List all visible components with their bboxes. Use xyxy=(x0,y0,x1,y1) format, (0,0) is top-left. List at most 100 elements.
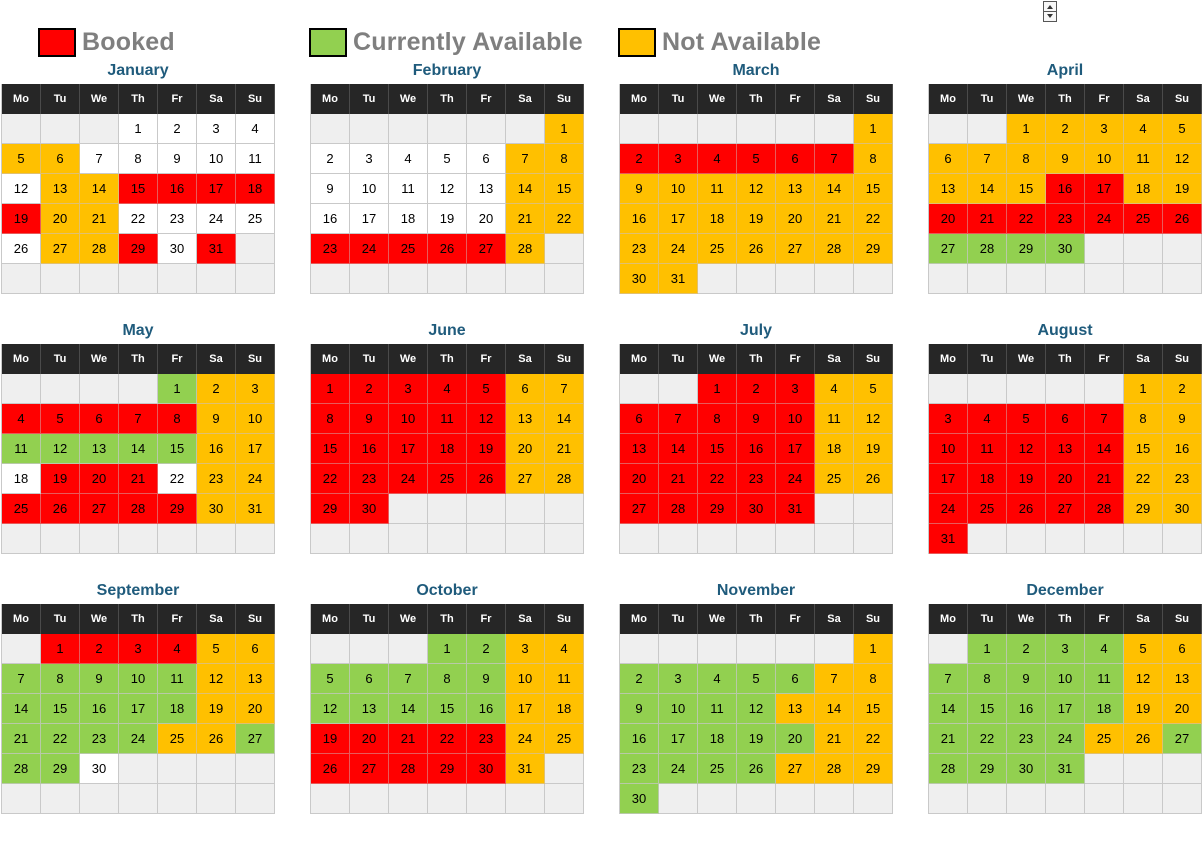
day-cell[interactable]: 13 xyxy=(41,174,80,204)
day-cell[interactable]: 16 xyxy=(350,434,389,464)
day-cell[interactable]: 15 xyxy=(119,174,158,204)
day-cell[interactable]: 16 xyxy=(467,694,506,724)
day-cell[interactable]: 5 xyxy=(311,664,350,694)
day-cell[interactable]: 29 xyxy=(158,494,197,524)
day-cell[interactable]: 3 xyxy=(389,374,428,404)
day-cell[interactable]: 18 xyxy=(968,464,1007,494)
day-cell[interactable]: 11 xyxy=(428,404,467,434)
day-cell[interactable]: 4 xyxy=(968,404,1007,434)
day-cell[interactable]: 10 xyxy=(929,434,968,464)
day-cell[interactable]: 20 xyxy=(1163,694,1202,724)
day-cell[interactable]: 23 xyxy=(467,724,506,754)
day-cell[interactable]: 8 xyxy=(119,144,158,174)
day-cell[interactable]: 7 xyxy=(659,404,698,434)
day-cell[interactable]: 1 xyxy=(158,374,197,404)
day-cell[interactable]: 29 xyxy=(311,494,350,524)
day-cell[interactable]: 5 xyxy=(1007,404,1046,434)
day-cell[interactable]: 1 xyxy=(854,634,893,664)
day-cell[interactable]: 14 xyxy=(545,404,584,434)
day-cell[interactable]: 2 xyxy=(1007,634,1046,664)
day-cell[interactable]: 15 xyxy=(158,434,197,464)
day-cell[interactable]: 5 xyxy=(428,144,467,174)
day-cell[interactable]: 18 xyxy=(2,464,41,494)
day-cell[interactable]: 26 xyxy=(311,754,350,784)
day-cell[interactable]: 10 xyxy=(1046,664,1085,694)
day-cell[interactable]: 2 xyxy=(158,114,197,144)
day-cell[interactable]: 9 xyxy=(197,404,236,434)
day-cell[interactable]: 30 xyxy=(1007,754,1046,784)
day-cell[interactable]: 19 xyxy=(737,724,776,754)
day-cell[interactable]: 22 xyxy=(1007,204,1046,234)
day-cell[interactable]: 27 xyxy=(506,464,545,494)
day-cell[interactable]: 16 xyxy=(311,204,350,234)
day-cell[interactable]: 23 xyxy=(197,464,236,494)
day-cell[interactable]: 20 xyxy=(41,204,80,234)
day-cell[interactable]: 28 xyxy=(506,234,545,264)
day-cell[interactable]: 17 xyxy=(929,464,968,494)
day-cell[interactable]: 2 xyxy=(1163,374,1202,404)
day-cell[interactable]: 9 xyxy=(80,664,119,694)
day-cell[interactable]: 5 xyxy=(1124,634,1163,664)
day-cell[interactable]: 12 xyxy=(311,694,350,724)
day-cell[interactable]: 24 xyxy=(1085,204,1124,234)
day-cell[interactable]: 29 xyxy=(41,754,80,784)
day-cell[interactable]: 11 xyxy=(2,434,41,464)
day-cell[interactable]: 27 xyxy=(776,754,815,784)
day-cell[interactable]: 2 xyxy=(467,634,506,664)
day-cell[interactable]: 24 xyxy=(776,464,815,494)
day-cell[interactable]: 29 xyxy=(698,494,737,524)
day-cell[interactable]: 10 xyxy=(119,664,158,694)
day-cell[interactable]: 4 xyxy=(158,634,197,664)
day-cell[interactable]: 23 xyxy=(1046,204,1085,234)
day-cell[interactable]: 10 xyxy=(776,404,815,434)
day-cell[interactable]: 7 xyxy=(545,374,584,404)
day-cell[interactable]: 12 xyxy=(1163,144,1202,174)
day-cell[interactable]: 6 xyxy=(776,144,815,174)
day-cell[interactable]: 10 xyxy=(659,694,698,724)
day-cell[interactable]: 8 xyxy=(854,664,893,694)
day-cell[interactable]: 18 xyxy=(698,724,737,754)
day-cell[interactable]: 8 xyxy=(1124,404,1163,434)
day-cell[interactable]: 2 xyxy=(620,144,659,174)
day-cell[interactable]: 15 xyxy=(311,434,350,464)
day-cell[interactable]: 1 xyxy=(545,114,584,144)
day-cell[interactable]: 14 xyxy=(815,174,854,204)
day-cell[interactable]: 5 xyxy=(41,404,80,434)
day-cell[interactable]: 28 xyxy=(389,754,428,784)
day-cell[interactable]: 10 xyxy=(350,174,389,204)
day-cell[interactable]: 11 xyxy=(236,144,275,174)
day-cell[interactable]: 30 xyxy=(197,494,236,524)
day-cell[interactable]: 14 xyxy=(968,174,1007,204)
day-cell[interactable]: 19 xyxy=(1007,464,1046,494)
day-cell[interactable]: 13 xyxy=(467,174,506,204)
day-cell[interactable]: 27 xyxy=(236,724,275,754)
day-cell[interactable]: 31 xyxy=(659,264,698,294)
day-cell[interactable]: 4 xyxy=(815,374,854,404)
day-cell[interactable]: 10 xyxy=(389,404,428,434)
day-cell[interactable]: 24 xyxy=(197,204,236,234)
day-cell[interactable]: 6 xyxy=(41,144,80,174)
day-cell[interactable]: 16 xyxy=(80,694,119,724)
day-cell[interactable]: 31 xyxy=(1046,754,1085,784)
day-cell[interactable]: 24 xyxy=(1046,724,1085,754)
day-cell[interactable]: 25 xyxy=(815,464,854,494)
day-cell[interactable]: 22 xyxy=(428,724,467,754)
day-cell[interactable]: 14 xyxy=(389,694,428,724)
day-cell[interactable]: 12 xyxy=(428,174,467,204)
day-cell[interactable]: 28 xyxy=(659,494,698,524)
day-cell[interactable]: 7 xyxy=(929,664,968,694)
day-cell[interactable]: 28 xyxy=(968,234,1007,264)
day-cell[interactable]: 27 xyxy=(1046,494,1085,524)
day-cell[interactable]: 11 xyxy=(158,664,197,694)
day-cell[interactable]: 16 xyxy=(620,724,659,754)
day-cell[interactable]: 23 xyxy=(620,234,659,264)
day-cell[interactable]: 19 xyxy=(428,204,467,234)
day-cell[interactable]: 14 xyxy=(815,694,854,724)
day-cell[interactable]: 20 xyxy=(506,434,545,464)
day-cell[interactable]: 9 xyxy=(620,174,659,204)
day-cell[interactable]: 15 xyxy=(698,434,737,464)
day-cell[interactable]: 3 xyxy=(776,374,815,404)
day-cell[interactable]: 11 xyxy=(1085,664,1124,694)
day-cell[interactable]: 15 xyxy=(854,694,893,724)
day-cell[interactable]: 16 xyxy=(197,434,236,464)
